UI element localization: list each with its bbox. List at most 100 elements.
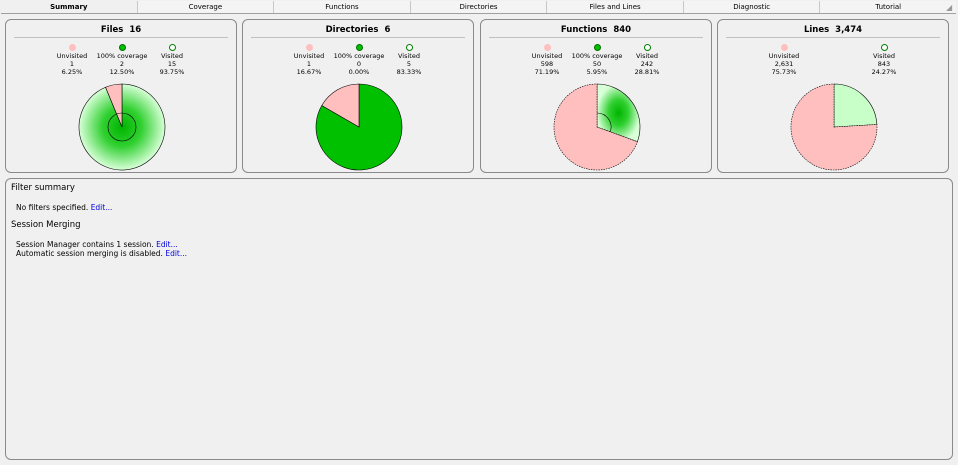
legend-label: Visited [161, 52, 183, 60]
unvisited-dot-icon [780, 44, 788, 51]
legend: Unvisited 1 6.25% 100% coverage 2 12.50%… [6, 44, 236, 78]
legend-value: 843 [877, 60, 891, 68]
legend-visited: Visited 843 24.27% [854, 44, 914, 76]
session-merging-heading: Session Merging [11, 220, 81, 230]
unvisited-dot-icon [305, 44, 313, 51]
legend-visited: Visited 242 28.81% [617, 44, 677, 76]
filter-summary-heading: Filter summary [11, 183, 75, 193]
legend-label: Visited [398, 52, 420, 60]
legend-percent: 71.19% [534, 68, 560, 76]
legend-value: 5 [406, 60, 412, 68]
unvisited-dot-icon [543, 44, 551, 51]
tab-directories[interactable]: Directories [410, 1, 548, 13]
unvisited-dot-icon [68, 44, 76, 51]
pie-inner-ring [596, 112, 612, 132]
legend: Unvisited 598 71.19% 100% coverage 50 5.… [481, 44, 711, 78]
files-summary-card: Files 16 Unvisited 1 6.25% 100% coverage … [5, 19, 237, 173]
legend-percent: 75.73% [771, 68, 797, 76]
pie-slice-unvisited [790, 83, 878, 171]
legend-label: 100% coverage [571, 52, 623, 60]
card-title-count: 3,474 [835, 25, 863, 35]
legend-unvisited: Unvisited 1 6.25% [42, 44, 102, 76]
legend-value: 2 [119, 60, 125, 68]
filter-summary-line: No filters specified. Edit... [16, 203, 112, 212]
legend-unvisited: Unvisited 2,631 75.73% [754, 44, 814, 76]
legend-label: Unvisited [293, 52, 325, 60]
card-title-label: Lines [803, 25, 830, 35]
full-coverage-dot-icon [355, 44, 363, 51]
filter-summary-text: No filters specified. [16, 203, 89, 212]
session-count-line: Session Manager contains 1 session. Edit… [16, 240, 178, 249]
tab-bar: Summary Coverage Functions Directories F… [1, 1, 957, 14]
legend-value: 2,631 [774, 60, 794, 68]
legend-full-coverage: 100% coverage 2 12.50% [92, 44, 152, 76]
legend-percent: 5.95% [586, 68, 608, 76]
tab-diagnostic[interactable]: Diagnostic [683, 1, 821, 13]
auto-merge-line: Automatic session merging is disabled. E… [16, 249, 187, 258]
tab-functions[interactable]: Functions [274, 1, 411, 13]
functions-summary-card: Functions 840 Unvisited 598 71.19% 100% c… [480, 19, 712, 173]
legend-percent: 83.33% [396, 68, 422, 76]
card-title-count: 16 [129, 25, 142, 35]
card-title-label: Directories [325, 25, 379, 35]
legend-label: Unvisited [768, 52, 800, 60]
legend-full-coverage: 100% coverage 0 0.00% [329, 44, 389, 76]
pie-inner-ring [107, 112, 137, 142]
legend-label: Visited [636, 52, 658, 60]
legend-unvisited: Unvisited 1 16.67% [279, 44, 339, 76]
legend-percent: 12.50% [109, 68, 135, 76]
full-coverage-dot-icon [118, 44, 126, 51]
legend-value: 50 [592, 60, 602, 68]
legend: Unvisited 1 16.67% 100% coverage 0 0.00%… [243, 44, 473, 78]
card-title-count: 6 [384, 25, 391, 35]
directories-pie-chart [315, 83, 403, 171]
pie-slice-visited [833, 83, 878, 128]
legend-value: 1 [69, 60, 75, 68]
card-title-label: Files [100, 25, 124, 35]
full-coverage-dot-icon [593, 44, 601, 51]
visited-dot-icon [168, 44, 176, 51]
lines-summary-card: Lines 3,474 Unvisited 2,631 75.73% Visite… [717, 19, 949, 173]
functions-pie-chart [553, 83, 641, 171]
legend-label: 100% coverage [96, 52, 148, 60]
legend-value: 242 [640, 60, 654, 68]
tab-coverage[interactable]: Coverage [137, 1, 275, 13]
legend-value: 0 [356, 60, 362, 68]
legend-percent: 93.75% [159, 68, 185, 76]
visited-dot-icon [643, 44, 651, 51]
legend-percent: 0.00% [348, 68, 370, 76]
card-title: Functions 840 [489, 23, 703, 38]
legend-value: 598 [540, 60, 554, 68]
edit-merging-link[interactable]: Edit... [165, 249, 188, 258]
pie-slice-unvisited [321, 83, 360, 128]
legend-percent: 28.81% [634, 68, 660, 76]
files-pie-chart [78, 83, 166, 171]
edit-sessions-link[interactable]: Edit... [156, 240, 178, 249]
legend-visited: Visited 15 93.75% [142, 44, 202, 76]
edit-filters-link[interactable]: Edit... [90, 203, 113, 212]
legend-unvisited: Unvisited 598 71.19% [517, 44, 577, 76]
tab-summary[interactable]: Summary [1, 1, 138, 13]
legend-label: Visited [873, 52, 895, 60]
resize-grip-icon[interactable]: ◢ [946, 3, 953, 12]
legend-value: 1 [306, 60, 312, 68]
pie-slice-unvisited [553, 83, 638, 171]
details-panel: Filter summary No filters specified. Edi… [5, 178, 953, 460]
legend-label: Unvisited [56, 52, 88, 60]
legend-percent: 6.25% [61, 68, 83, 76]
pie-slice-visited [596, 83, 641, 143]
legend: Unvisited 2,631 75.73% Visited 843 24.27… [718, 44, 948, 78]
legend-label: 100% coverage [333, 52, 385, 60]
card-title: Directories 6 [251, 23, 465, 38]
card-title: Lines 3,474 [726, 23, 940, 38]
legend-full-coverage: 100% coverage 50 5.95% [567, 44, 627, 76]
legend-value: 15 [167, 60, 177, 68]
legend-percent: 16.67% [296, 68, 322, 76]
session-count-text: Session Manager contains 1 session. [16, 240, 154, 249]
card-title-label: Functions [560, 25, 608, 35]
tab-files-and-lines[interactable]: Files and Lines [547, 1, 684, 13]
legend-percent: 24.27% [871, 68, 897, 76]
tab-tutorial[interactable]: Tutorial [820, 1, 957, 13]
card-title: Files 16 [14, 23, 228, 38]
card-title-count: 840 [613, 25, 632, 35]
